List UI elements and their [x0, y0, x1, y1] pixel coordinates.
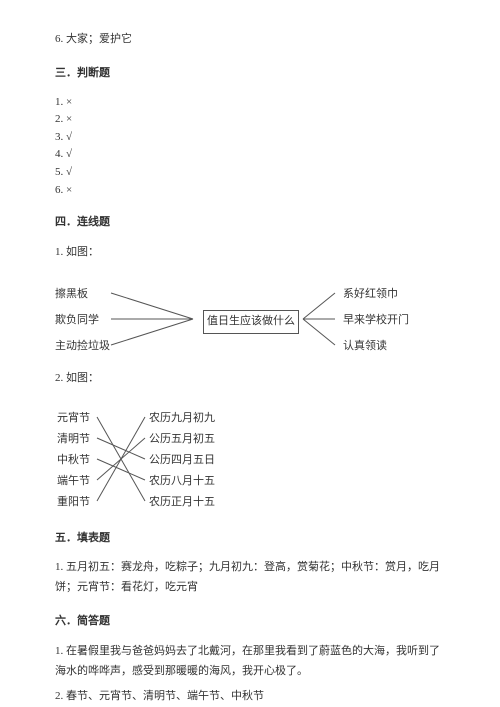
short-answer-2: 2. 春节、元宵节、清明节、端午节、中秋节 [55, 687, 450, 707]
section-connect-title: 四．连线题 [55, 213, 450, 233]
diagram1-left-label: 擦黑板 [55, 285, 88, 305]
diagram2-left-label: 端午节 [57, 472, 90, 492]
diagram1-left-label: 主动捡垃圾 [55, 337, 110, 357]
section-fill-title: 五．填表题 [55, 529, 450, 549]
diagram1-right-label: 系好红领巾 [343, 285, 398, 305]
top-answer-line: 6. 大家；爱护它 [55, 30, 450, 50]
connect-intro-2: 2. 如图： [55, 369, 450, 389]
judge-item: 6. × [55, 182, 450, 200]
connect-diagram-2: 元宵节清明节中秋节端午节重阳节 农历九月初九公历五月初五公历四月五日农历八月十五农… [55, 405, 285, 515]
diagram2-left-label: 元宵节 [57, 409, 90, 429]
diagram2-left-label: 重阳节 [57, 493, 90, 513]
section-judge-title: 三．判断题 [55, 64, 450, 84]
diagram2-left-label: 清明节 [57, 430, 90, 450]
fill-answer: 1. 五月初五：赛龙舟，吃粽子；九月初九：登高，赏菊花；中秋节：赏月，吃月饼；元… [55, 558, 450, 598]
diagram1-right-label: 认真领读 [343, 337, 387, 357]
judge-item: 3. √ [55, 129, 450, 147]
diagram2-right-label: 农历九月初九 [149, 409, 215, 429]
diagram1-right-label: 早来学校开门 [343, 311, 409, 331]
short-answer-1: 1. 在暑假里我与爸爸妈妈去了北戴河，在那里我看到了蔚蓝色的大海，我听到了海水的… [55, 642, 450, 682]
judge-item: 5. √ [55, 164, 450, 182]
diagram1-center-label: 值日生应该做什么 [203, 310, 299, 334]
diagram2-right-label: 公历五月初五 [149, 430, 215, 450]
diagram2-right-label: 农历八月十五 [149, 472, 215, 492]
judge-list: 1. × 2. × 3. √ 4. √ 5. √ 6. × [55, 94, 450, 200]
judge-item: 1. × [55, 94, 450, 112]
diagram1-left-label: 欺负同学 [55, 311, 99, 331]
section-short-title: 六．简答题 [55, 612, 450, 632]
judge-item: 4. √ [55, 146, 450, 164]
connect-intro-1: 1. 如图： [55, 243, 450, 263]
diagram2-right-label: 公历四月五日 [149, 451, 215, 471]
diagram2-left-label: 中秋节 [57, 451, 90, 471]
judge-item: 2. × [55, 111, 450, 129]
diagram2-right-label: 农历正月十五 [149, 493, 215, 513]
connect-diagram-1: 擦黑板欺负同学主动捡垃圾 系好红领巾早来学校开门认真领读 值日生应该做什么 [55, 279, 445, 359]
